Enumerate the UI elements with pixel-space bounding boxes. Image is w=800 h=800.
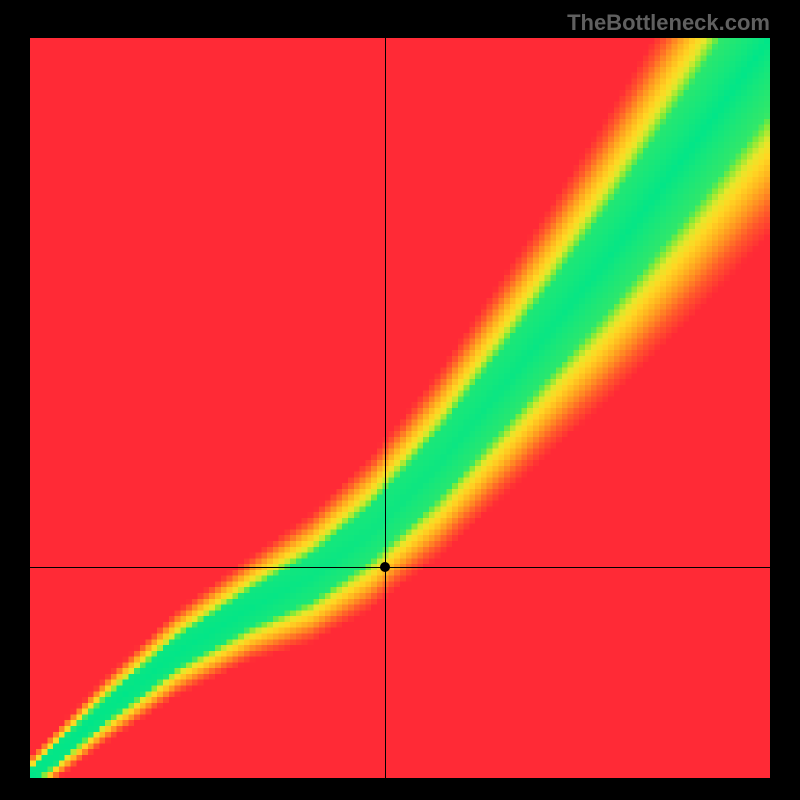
heatmap-canvas [30, 38, 770, 778]
data-point-marker [380, 562, 390, 572]
heatmap-plot-area [30, 38, 770, 778]
watermark-text: TheBottleneck.com [567, 10, 770, 36]
crosshair-vertical [385, 38, 386, 778]
crosshair-horizontal [30, 567, 770, 568]
chart-container: TheBottleneck.com [0, 0, 800, 800]
